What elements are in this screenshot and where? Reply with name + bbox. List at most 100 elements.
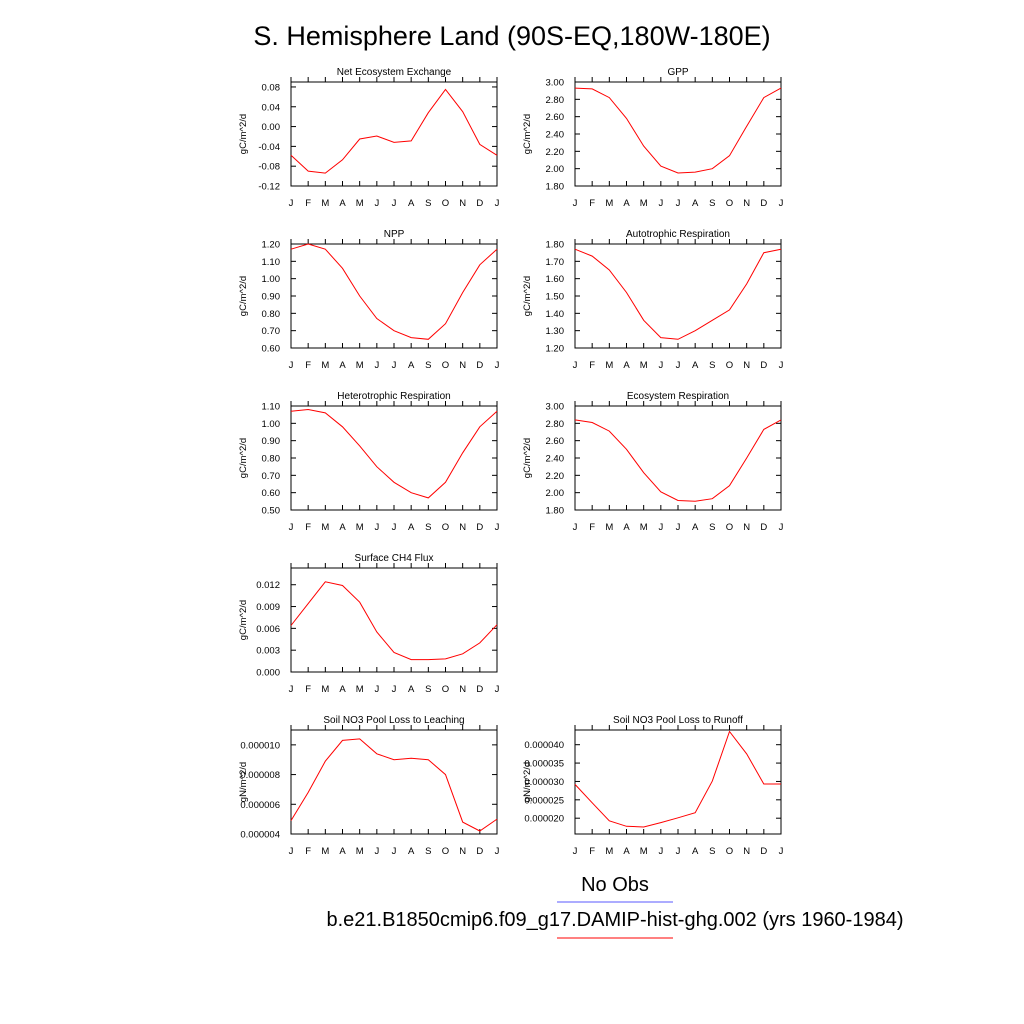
y-tick-label: -0.04: [258, 142, 280, 153]
y-tick-label: 1.00: [262, 274, 281, 285]
x-tick-label: N: [459, 522, 466, 533]
x-tick-label: O: [726, 846, 733, 857]
x-tick-label: S: [425, 684, 431, 695]
x-tick-label: J: [289, 522, 294, 533]
x-tick-label: F: [589, 360, 595, 371]
x-tick-label: N: [459, 360, 466, 371]
x-tick-label: J: [392, 522, 397, 533]
y-tick-label: 0.000010: [240, 740, 280, 751]
y-tick-label: 0.90: [262, 436, 281, 447]
y-axis-label: gN/m^2/d: [238, 762, 249, 802]
x-tick-label: J: [573, 198, 578, 209]
x-tick-label: N: [743, 360, 750, 371]
x-tick-label: J: [374, 522, 379, 533]
x-tick-label: J: [658, 846, 663, 857]
y-tick-label: 2.40: [546, 454, 565, 465]
x-tick-label: N: [743, 846, 750, 857]
y-tick-label: 0.006: [256, 624, 280, 635]
series-line: [290, 738, 498, 832]
x-tick-label: A: [408, 360, 415, 371]
x-tick-label: D: [476, 522, 483, 533]
x-tick-label: J: [779, 522, 784, 533]
y-tick-label: 0.80: [262, 454, 281, 465]
x-tick-label: J: [676, 360, 681, 371]
x-tick-label: F: [589, 522, 595, 533]
x-tick-label: J: [392, 198, 397, 209]
x-tick-label: J: [374, 846, 379, 857]
x-tick-label: M: [356, 684, 364, 695]
plot-frame: [290, 567, 498, 673]
y-tick-label: 1.80: [546, 506, 565, 517]
x-tick-label: S: [709, 846, 715, 857]
x-tick-label: S: [709, 198, 715, 209]
plot-frame: [574, 405, 782, 511]
y-tick-label: 2.20: [546, 147, 565, 158]
x-tick-label: J: [658, 522, 663, 533]
x-tick-label: A: [408, 522, 415, 533]
x-tick-label: F: [305, 846, 311, 857]
plot-frame: [574, 729, 782, 835]
series-line: [574, 419, 782, 502]
panel-title: Surface CH4 Flux: [355, 553, 434, 564]
x-tick-label: A: [339, 198, 346, 209]
x-tick-label: J: [495, 360, 500, 371]
x-tick-label: M: [356, 846, 364, 857]
x-tick-label: F: [589, 198, 595, 209]
series-line: [574, 248, 782, 340]
legend: No Obs b.e21.B1850cmip6.f09_g17.DAMIP-hi…: [326, 874, 904, 939]
x-tick-label: A: [339, 846, 346, 857]
x-tick-label: J: [658, 198, 663, 209]
x-tick-label: J: [289, 198, 294, 209]
y-tick-label: 2.80: [546, 95, 565, 106]
plot-frame: [574, 81, 782, 187]
x-tick-label: A: [692, 198, 699, 209]
x-tick-label: A: [623, 846, 630, 857]
x-tick-label: N: [459, 198, 466, 209]
y-tick-label: 0.003: [256, 646, 280, 657]
y-axis-label: gC/m^2/d: [238, 438, 249, 478]
plot-frame: [290, 729, 498, 835]
x-tick-label: A: [623, 522, 630, 533]
x-tick-label: F: [305, 684, 311, 695]
y-tick-label: 0.000035: [524, 759, 564, 770]
y-tick-label: 0.000004: [240, 830, 280, 841]
y-tick-label: 0.60: [262, 488, 281, 499]
y-tick-label: 0.000: [256, 668, 280, 679]
x-tick-label: D: [476, 846, 483, 857]
y-axis-label: gN/m^2/d: [522, 762, 533, 802]
y-tick-label: -0.08: [258, 162, 280, 173]
x-tick-label: S: [709, 360, 715, 371]
y-tick-label: 0.04: [262, 102, 281, 113]
x-tick-label: A: [408, 198, 415, 209]
x-tick-label: F: [589, 846, 595, 857]
x-tick-label: J: [374, 684, 379, 695]
y-tick-label: 1.60: [546, 274, 565, 285]
x-tick-label: A: [408, 846, 415, 857]
x-tick-label: J: [495, 684, 500, 695]
y-tick-label: 0.000008: [240, 770, 280, 781]
x-tick-label: S: [425, 198, 431, 209]
y-tick-label: 0.000030: [524, 777, 564, 788]
y-axis-label: gC/m^2/d: [522, 438, 533, 478]
y-axis-label: gC/m^2/d: [238, 114, 249, 154]
x-tick-label: A: [692, 360, 699, 371]
y-tick-label: 2.60: [546, 112, 565, 123]
y-tick-label: 0.000040: [524, 740, 564, 751]
y-tick-label: 1.70: [546, 257, 565, 268]
y-tick-label: 0.009: [256, 602, 280, 613]
y-tick-label: 1.40: [546, 309, 565, 320]
y-tick-label: 2.40: [546, 130, 565, 141]
x-tick-label: J: [289, 684, 294, 695]
y-axis-label: gC/m^2/d: [522, 114, 533, 154]
x-tick-label: N: [743, 198, 750, 209]
panel-title: Net Ecosystem Exchange: [337, 67, 452, 78]
panel-title: Ecosystem Respiration: [627, 391, 729, 402]
x-tick-label: S: [425, 360, 431, 371]
y-axis-label: gC/m^2/d: [238, 600, 249, 640]
